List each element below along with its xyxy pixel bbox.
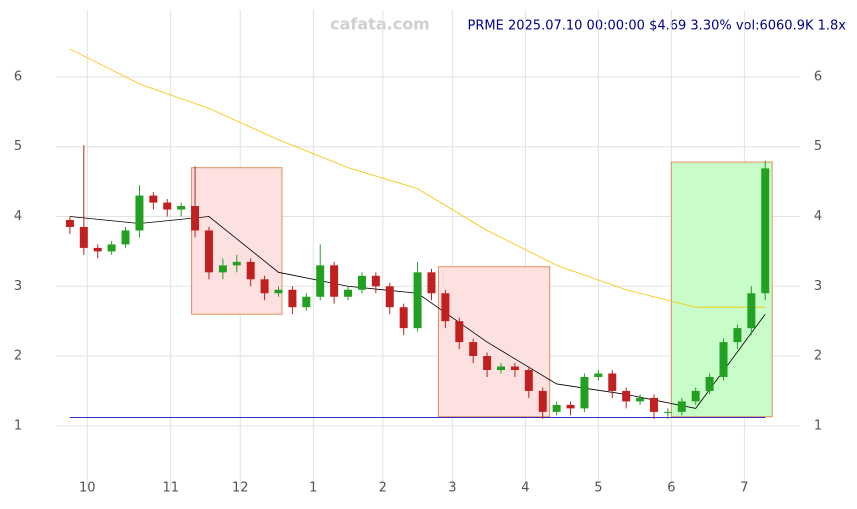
candle-body (302, 296, 311, 308)
candle-body (371, 275, 380, 287)
candle-body (204, 230, 213, 273)
candle-body (79, 226, 88, 248)
candle-body (260, 279, 269, 294)
candle-body (552, 404, 561, 412)
candle-body (691, 390, 700, 402)
candle-body (107, 244, 116, 252)
candle-body (357, 275, 366, 290)
candle-body (649, 397, 658, 412)
candle-body (191, 206, 200, 231)
x-tick-label: 1 (309, 481, 317, 496)
candle-body (121, 230, 130, 245)
candle-body (663, 411, 672, 413)
candle-body (455, 321, 464, 343)
x-tick-label: 4 (521, 481, 529, 496)
candle-body (747, 293, 756, 329)
x-tick-label: 11 (162, 481, 179, 496)
candle-body (594, 373, 603, 377)
candle-body (441, 293, 450, 322)
candle-body (497, 366, 506, 370)
x-tick-label: 3 (448, 481, 456, 496)
x-tick-label: 5 (594, 481, 602, 496)
zone (437, 266, 551, 418)
x-tick-label: 12 (232, 481, 249, 496)
y-tick-label: 1 (814, 418, 822, 433)
y-tick-label: 4 (14, 209, 22, 224)
candle-body (163, 202, 172, 210)
zone (670, 161, 773, 418)
x-tick-label: 2 (379, 481, 387, 496)
chart-title: PRME 2025.07.10 00:00:00 $4.69 3.30% vol… (468, 19, 847, 34)
y-tick-label: 2 (814, 349, 822, 364)
candle-body (677, 401, 686, 412)
candle-body (149, 195, 158, 203)
candle-body (274, 289, 283, 294)
y-tick-label: 3 (814, 279, 822, 294)
x-tick-label: 10 (79, 481, 96, 496)
candle-body (538, 390, 547, 412)
y-tick-label: 4 (814, 209, 822, 224)
y-tick-label: 1 (14, 418, 22, 433)
candle-body (344, 289, 353, 297)
candle-body (413, 272, 422, 329)
watermark: cafata.com (330, 15, 430, 34)
candle-body (733, 328, 742, 343)
candle-body (608, 373, 617, 391)
candle-body (510, 366, 519, 370)
y-tick-label: 6 (814, 69, 822, 84)
candle-body (469, 342, 478, 357)
candle-body (232, 261, 241, 266)
candle-body (761, 168, 770, 294)
candle-body (524, 370, 533, 391)
candle-body (636, 397, 645, 402)
y-tick-label: 5 (814, 139, 822, 154)
candle-body (399, 307, 408, 329)
candle-body (93, 247, 102, 252)
candle-body (483, 356, 492, 370)
x-tick-label: 6 (667, 481, 675, 496)
ma-line (69, 48, 766, 308)
y-tick-label: 6 (14, 69, 22, 84)
candle-body (622, 390, 631, 402)
candle-body (135, 195, 144, 231)
candle-body (246, 261, 255, 280)
y-tick-label: 3 (14, 279, 22, 294)
candle-body (385, 286, 394, 308)
candle-body (719, 342, 728, 377)
candle-body (705, 376, 714, 391)
x-tick-label: 7 (740, 481, 748, 496)
candle-body (580, 376, 589, 409)
candle-body (330, 265, 339, 297)
candle-body (566, 404, 575, 409)
candle-body (288, 289, 297, 308)
y-tick-label: 5 (14, 139, 22, 154)
y-tick-label: 2 (14, 349, 22, 364)
candle-body (65, 220, 74, 227)
candle-body (316, 265, 325, 297)
candle-body (218, 265, 227, 273)
candle-body (427, 272, 436, 294)
candle-body (177, 206, 186, 210)
